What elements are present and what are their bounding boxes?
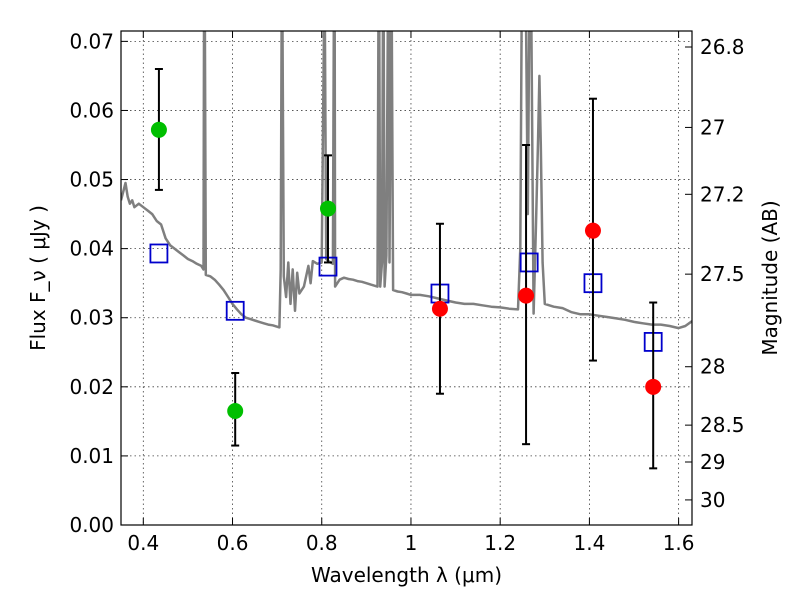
observed-flux-point [431, 300, 448, 317]
y2-tick-label: 27.5 [700, 262, 745, 286]
y2-tick-label: 26.8 [700, 35, 745, 59]
y-tick-label: 0.02 [69, 375, 114, 399]
y-tick-label: 0.05 [69, 168, 114, 192]
x-tick-label: 1.4 [573, 531, 605, 555]
y-axis-label: Flux F_ν ( μJy ) [26, 205, 50, 351]
y-tick-label: 0.00 [69, 513, 114, 537]
x-tick-label: 0.8 [306, 531, 338, 555]
observed-flux-point [518, 287, 535, 304]
points-layer [149, 68, 663, 470]
x-axis-label: Wavelength λ (μm) [311, 563, 502, 587]
grid [121, 31, 692, 525]
spectrum-layer [121, 31, 692, 330]
plot-frame [120, 30, 693, 526]
x-tick-label: 1.2 [484, 531, 516, 555]
model-spectrum-line [121, 31, 692, 330]
model-photometry-square [149, 243, 169, 264]
ticks-layer: 0.4 0.6 0.8 1 1.2 1.4 1.6 0.00 0.01 0.02 0.03 0.04 0… [69, 29, 744, 555]
y2-tick-label: 29 [700, 450, 725, 474]
observed-flux-point [150, 121, 167, 138]
observed-flux-point [645, 378, 662, 395]
model-photometry-square [519, 252, 539, 273]
y-tick-label: 0.07 [69, 29, 114, 53]
y-tick-label: 0.04 [69, 237, 114, 261]
y-tick-label: 0.01 [69, 444, 114, 468]
observed-flux-point [227, 403, 244, 419]
y2-axis-label: Magnitude (AB) [758, 200, 782, 355]
x-tick-label: 0.4 [127, 531, 159, 555]
y-tick-label: 0.06 [69, 98, 114, 122]
x-tick-label: 0.6 [217, 531, 249, 555]
y2-tick-label: 30 [700, 488, 725, 512]
x-tick-label: 1.6 [663, 531, 695, 555]
model-photometry-square [225, 300, 245, 321]
y-tick-label: 0.03 [69, 306, 114, 330]
y2-tick-label: 27.2 [700, 182, 745, 206]
y2-tick-label: 28 [700, 355, 725, 379]
observed-flux-point [319, 200, 336, 217]
y2-tick-label: 28.5 [700, 413, 745, 437]
x-tick-label: 1 [405, 531, 418, 555]
observed-flux-point [584, 222, 601, 239]
y2-tick-label: 27 [700, 115, 725, 139]
